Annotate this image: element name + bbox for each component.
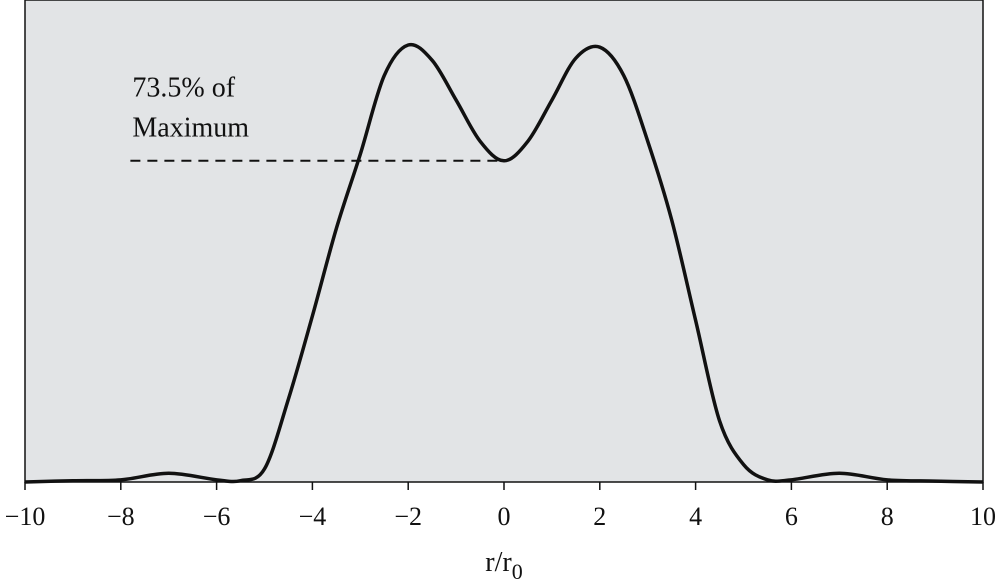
data-line xyxy=(24,42,984,484)
x-tick-label: 10 xyxy=(970,502,996,531)
x-axis-label: r/r0 xyxy=(485,547,522,584)
x-tick-label: 8 xyxy=(881,502,894,531)
x-tick-label: −8 xyxy=(107,502,135,531)
x-axis-label-main: r/r xyxy=(485,547,512,578)
x-tick-label: 4 xyxy=(689,502,702,531)
x-tick-label: −4 xyxy=(299,502,327,531)
x-tick-label: 6 xyxy=(785,502,798,531)
annotation-text: 73.5% of xyxy=(132,72,235,103)
x-tick-label: −10 xyxy=(5,502,46,531)
plot-background xyxy=(25,0,983,482)
x-axis-label-sub: 0 xyxy=(512,559,523,584)
x-tick-label: −2 xyxy=(394,502,422,531)
annotation-text: Maximum xyxy=(132,112,249,143)
x-tick-label: 2 xyxy=(593,502,606,531)
x-tick-label: 0 xyxy=(498,502,511,531)
x-tick-label: −6 xyxy=(203,502,231,531)
